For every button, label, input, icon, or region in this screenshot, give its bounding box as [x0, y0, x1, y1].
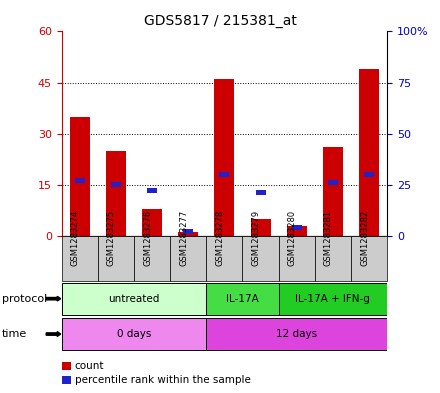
Bar — [70, 117, 90, 236]
Bar — [256, 190, 266, 195]
Bar — [323, 147, 343, 236]
Bar — [220, 172, 229, 177]
Bar — [111, 182, 121, 187]
Bar — [75, 178, 84, 183]
Bar — [279, 236, 315, 281]
Text: protocol: protocol — [2, 294, 48, 304]
Bar — [279, 283, 387, 314]
Bar — [98, 236, 134, 281]
Text: GSM1283274: GSM1283274 — [71, 210, 80, 266]
Text: GSM1283276: GSM1283276 — [143, 210, 152, 266]
Text: IL-17A: IL-17A — [226, 294, 259, 304]
Bar — [206, 318, 387, 350]
Text: GSM1283275: GSM1283275 — [107, 210, 116, 266]
Text: GDS5817 / 215381_at: GDS5817 / 215381_at — [143, 14, 297, 28]
Text: IL-17A + IFN-g: IL-17A + IFN-g — [296, 294, 370, 304]
Text: 12 days: 12 days — [276, 329, 317, 339]
Bar — [183, 229, 193, 234]
Bar — [147, 188, 157, 193]
Text: GSM1283278: GSM1283278 — [216, 210, 224, 266]
Text: GSM1283281: GSM1283281 — [324, 210, 333, 266]
Bar — [62, 236, 98, 281]
Bar — [292, 225, 302, 230]
Bar — [142, 209, 162, 236]
Bar — [315, 236, 351, 281]
Bar — [359, 69, 379, 236]
Text: GSM1283282: GSM1283282 — [360, 210, 369, 266]
Bar — [62, 318, 206, 350]
Bar — [242, 236, 279, 281]
Text: count: count — [75, 361, 104, 371]
Text: GSM1283280: GSM1283280 — [288, 210, 297, 266]
Bar — [62, 283, 206, 314]
Bar — [287, 226, 307, 236]
Bar — [134, 236, 170, 281]
Bar — [251, 219, 271, 236]
Bar — [351, 236, 387, 281]
Text: GSM1283277: GSM1283277 — [179, 210, 188, 266]
Bar — [364, 172, 374, 177]
Text: percentile rank within the sample: percentile rank within the sample — [75, 375, 251, 386]
Bar — [106, 151, 126, 236]
Text: GSM1283279: GSM1283279 — [252, 210, 260, 266]
Text: 0 days: 0 days — [117, 329, 151, 339]
Bar — [170, 236, 206, 281]
Bar — [178, 232, 198, 236]
Bar — [206, 236, 242, 281]
Bar — [206, 283, 279, 314]
Bar — [214, 79, 235, 236]
Text: time: time — [2, 329, 27, 339]
Text: untreated: untreated — [108, 294, 160, 304]
Bar — [328, 180, 338, 185]
